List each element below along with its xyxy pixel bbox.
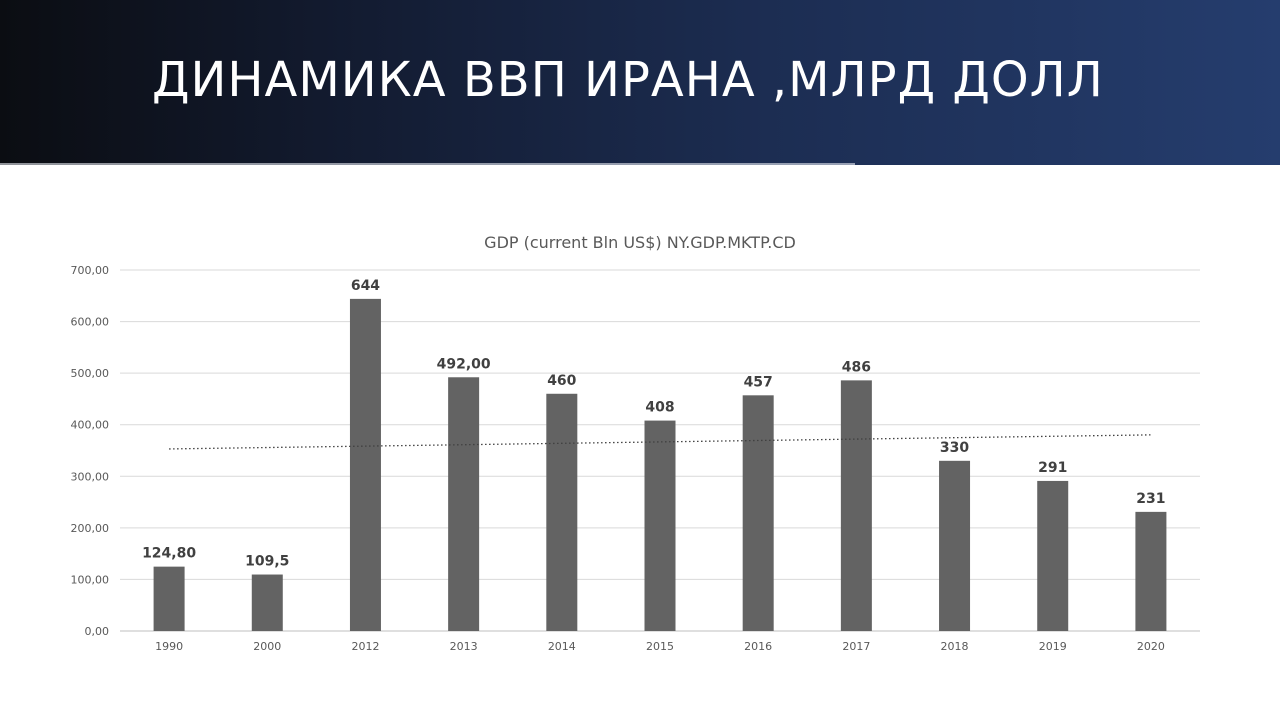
- data-label: 330: [940, 440, 969, 456]
- x-tick-label: 1990: [155, 640, 183, 653]
- x-tick-label: 2020: [1137, 640, 1165, 653]
- data-label: 460: [547, 373, 576, 389]
- y-tick-label: 200,00: [71, 522, 110, 535]
- x-tick-label: 2012: [351, 640, 379, 653]
- data-label: 492,00: [437, 356, 491, 372]
- x-tick-label: 2018: [941, 640, 969, 653]
- data-label: 408: [645, 400, 674, 416]
- x-tick-label: 2015: [646, 640, 674, 653]
- bar: [840, 380, 872, 631]
- bar: [153, 566, 185, 631]
- bar: [349, 298, 381, 631]
- bar: [1037, 480, 1069, 631]
- data-label: 231: [1136, 491, 1165, 507]
- data-label: 644: [351, 278, 380, 294]
- data-label: 457: [744, 374, 773, 390]
- title-banner: [0, 0, 1280, 165]
- chart-title: GDP (current Bln US$) NY.GDP.MKTP.CD: [484, 233, 796, 252]
- data-label: 291: [1038, 460, 1067, 476]
- y-tick-label: 400,00: [71, 419, 110, 432]
- bar: [644, 420, 676, 631]
- x-tick-label: 2014: [548, 640, 576, 653]
- y-tick-label: 0,00: [85, 625, 110, 638]
- data-label: 109,5: [245, 554, 289, 570]
- y-tick-label: 600,00: [71, 316, 110, 329]
- data-label: 486: [842, 359, 871, 375]
- x-tick-label: 2013: [450, 640, 478, 653]
- banner-divider: [0, 163, 855, 165]
- y-tick-label: 100,00: [71, 573, 110, 586]
- x-tick-label: 2017: [842, 640, 870, 653]
- y-tick-label: 700,00: [71, 264, 110, 277]
- slide-title: ДИНАМИКА ВВП ИРАНА ,МЛРД ДОЛЛ: [152, 52, 1104, 108]
- data-label: 124,80: [142, 546, 196, 562]
- x-tick-label: 2000: [253, 640, 281, 653]
- bar: [939, 460, 971, 631]
- bar: [448, 377, 480, 631]
- bar: [742, 395, 774, 631]
- y-tick-label: 500,00: [71, 367, 110, 380]
- x-tick-label: 2019: [1039, 640, 1067, 653]
- bar: [251, 574, 283, 631]
- bar: [1135, 511, 1167, 631]
- x-tick-label: 2016: [744, 640, 772, 653]
- bar: [546, 393, 578, 631]
- y-tick-label: 300,00: [71, 470, 110, 483]
